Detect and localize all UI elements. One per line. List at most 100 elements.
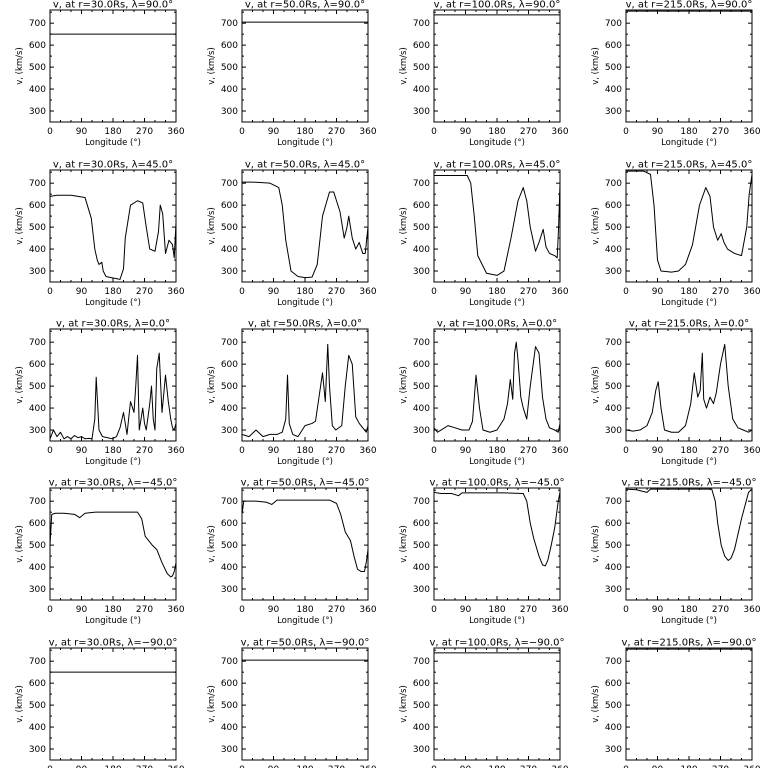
y-tick-label: 400 — [605, 404, 622, 414]
y-axis-label: v, (km/s) — [207, 525, 217, 563]
y-tick-label: 300 — [413, 267, 430, 277]
panel-3-1: v, at r=50.0Rs, λ=−45.0° 0 90 180 270 360 300 4… — [207, 478, 377, 627]
x-tick-label: 270 — [328, 765, 345, 768]
x-tick-label: 90 — [76, 605, 88, 615]
y-axis-label: v, (km/s) — [591, 366, 601, 404]
x-tick-label: 90 — [268, 287, 280, 297]
x-tick-label: 270 — [520, 127, 537, 137]
x-tick-label: 90 — [268, 765, 280, 768]
x-tick-label: 180 — [296, 287, 313, 297]
y-tick-label: 700 — [413, 338, 430, 348]
plot-frame — [241, 328, 369, 442]
x-tick-label: 0 — [431, 287, 437, 297]
y-axis-label: v, (km/s) — [15, 47, 25, 85]
y-tick-label: 500 — [29, 382, 46, 392]
x-tick-label: 90 — [76, 127, 88, 137]
y-tick-label: 400 — [605, 563, 622, 573]
panel-2-3: v, at r=215.0Rs, λ=0.0° 0 90 180 270 360 300 40… — [591, 319, 761, 468]
panel-title: v, at r=215.0Rs, λ=0.0° — [629, 319, 749, 330]
series-line-0 — [241, 343, 369, 438]
x-tick-label: 90 — [268, 605, 280, 615]
y-axis-label: v, (km/s) — [15, 207, 25, 245]
y-tick-label: 700 — [29, 179, 46, 189]
x-axis-label: Longitude (°) — [85, 616, 141, 626]
y-tick-label: 300 — [413, 426, 430, 436]
series-line-0 — [433, 491, 561, 567]
y-tick-label: 600 — [221, 201, 238, 211]
y-axis-label: v, (km/s) — [15, 525, 25, 563]
y-tick-label: 400 — [413, 563, 430, 573]
plot-frame — [625, 169, 753, 283]
x-tick-label: 180 — [488, 127, 505, 137]
x-tick-label: 270 — [712, 287, 729, 297]
y-tick-label: 700 — [605, 657, 622, 667]
x-tick-label: 180 — [296, 446, 313, 456]
panel-title: v, at r=50.0Rs, λ=−45.0° — [241, 478, 370, 489]
y-tick-label: 700 — [413, 497, 430, 507]
y-tick-label: 700 — [29, 657, 46, 667]
x-tick-label: 180 — [680, 605, 697, 615]
y-tick-label: 400 — [29, 245, 46, 255]
y-axis-label: v, (km/s) — [399, 525, 409, 563]
y-tick-label: 500 — [29, 223, 46, 233]
panel-1-3: v, at r=215.0Rs, λ=45.0° 0 90 180 270 360 300 4… — [591, 160, 761, 309]
y-tick-label: 600 — [221, 679, 238, 689]
y-tick-label: 300 — [605, 426, 622, 436]
x-tick-label: 360 — [551, 446, 568, 456]
x-tick-label: 90 — [652, 765, 664, 768]
y-tick-label: 400 — [221, 563, 238, 573]
panel-title: v, at r=30.0Rs, λ=45.0° — [53, 160, 173, 171]
y-axis-label: v, (km/s) — [591, 207, 601, 245]
x-axis-label: Longitude (°) — [469, 616, 525, 626]
x-tick-label: 180 — [680, 765, 697, 768]
x-axis-label: Longitude (°) — [85, 298, 141, 308]
x-tick-label: 270 — [520, 765, 537, 768]
series-line-0 — [625, 488, 753, 561]
x-tick-label: 0 — [47, 446, 53, 456]
x-tick-label: 180 — [104, 605, 121, 615]
panel-1-1: v, at r=50.0Rs, λ=45.0° 0 90 180 270 360 300 40… — [207, 160, 377, 309]
y-tick-label: 600 — [605, 41, 622, 51]
panel-title: v, at r=30.0Rs, λ=−90.0° — [49, 638, 178, 649]
plot-frame — [241, 169, 369, 283]
series-line-0 — [49, 194, 177, 280]
plot-frame — [49, 328, 177, 442]
y-axis-label: v, (km/s) — [207, 207, 217, 245]
x-tick-label: 270 — [136, 446, 153, 456]
y-tick-label: 700 — [221, 19, 238, 29]
x-tick-label: 270 — [328, 287, 345, 297]
y-tick-label: 500 — [221, 541, 238, 551]
y-tick-label: 300 — [605, 585, 622, 595]
panel-1-0: v, at r=30.0Rs, λ=45.0° 0 90 180 270 360 300 40… — [15, 160, 185, 309]
x-tick-label: 360 — [551, 765, 568, 768]
y-tick-label: 400 — [221, 245, 238, 255]
x-tick-label: 360 — [743, 446, 760, 456]
panel-title: v, at r=215.0Rs, λ=90.0° — [626, 0, 753, 11]
y-tick-label: 300 — [221, 267, 238, 277]
x-tick-label: 90 — [460, 446, 472, 456]
y-axis-label: v, (km/s) — [207, 685, 217, 723]
x-tick-label: 0 — [431, 605, 437, 615]
y-tick-label: 600 — [413, 41, 430, 51]
y-tick-label: 500 — [221, 63, 238, 73]
y-tick-label: 700 — [29, 497, 46, 507]
y-tick-label: 600 — [605, 201, 622, 211]
panel-title: v, at r=30.0Rs, λ=−45.0° — [49, 478, 178, 489]
x-tick-label: 90 — [652, 605, 664, 615]
x-tick-label: 270 — [328, 127, 345, 137]
y-tick-label: 400 — [413, 404, 430, 414]
x-tick-label: 360 — [551, 127, 568, 137]
series-line-0 — [49, 352, 177, 440]
x-tick-label: 270 — [520, 605, 537, 615]
x-axis-label: Longitude (°) — [277, 298, 333, 308]
x-axis-label: Longitude (°) — [661, 138, 717, 148]
series-line-0 — [434, 174, 561, 276]
y-tick-label: 700 — [605, 19, 622, 29]
plot-frame — [625, 647, 753, 761]
panel-0-0: v, at r=30.0Rs, λ=90.0° 0 90 180 270 360 300 40… — [15, 0, 185, 148]
y-tick-label: 300 — [221, 107, 238, 117]
x-tick-label: 90 — [652, 127, 664, 137]
series-line-0 — [49, 511, 177, 578]
panel-title: v, at r=50.0Rs, λ=0.0° — [248, 319, 362, 330]
